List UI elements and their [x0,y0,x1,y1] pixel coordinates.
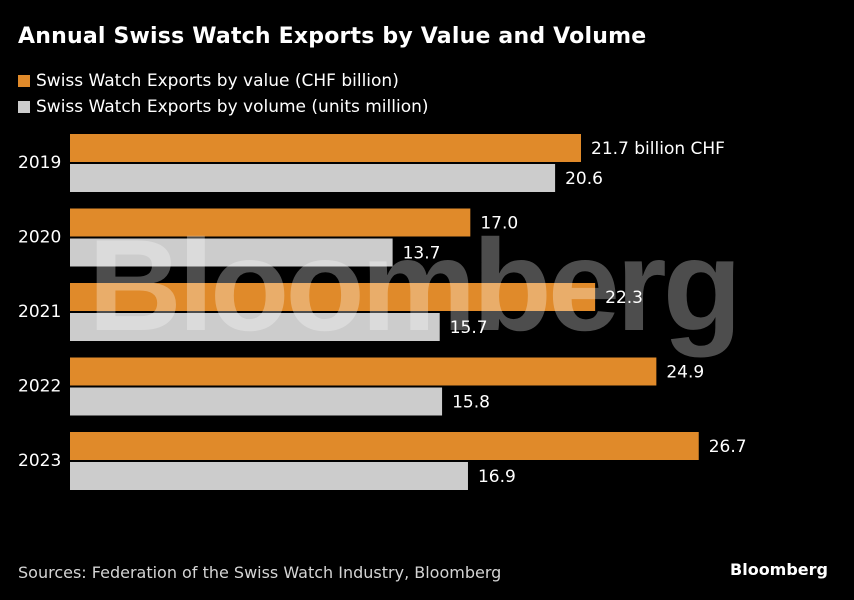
bar-value-2023 [70,432,699,460]
category-label-2022: 2022 [18,377,61,397]
data-label-volume-2022: 15.8 [452,393,490,413]
data-label-value-2021: 22.3 [605,288,643,308]
bar-volume-2019 [70,164,556,192]
category-label-2021: 2021 [18,302,61,322]
legend-item-volume: Swiss Watch Exports by volume (units mil… [18,94,429,120]
legend-label-volume: Swiss Watch Exports by volume (units mil… [36,97,429,117]
bar-volume-2023 [70,462,468,490]
category-label-2023: 2023 [18,451,61,471]
legend-swatch-value [18,75,30,87]
bar-volume-2022 [70,387,443,416]
legend-item-value: Swiss Watch Exports by value (CHF billio… [18,68,429,94]
category-label-2020: 2020 [18,228,61,248]
legend: Swiss Watch Exports by value (CHF billio… [18,68,429,120]
data-label-value-2023: 26.7 [709,437,747,457]
data-label-value-2020: 17.0 [480,214,518,234]
data-label-value-2022: 24.9 [666,363,704,383]
bar-value-2021 [70,283,596,311]
legend-label-value: Swiss Watch Exports by value (CHF billio… [36,71,399,91]
source-note: Sources: Federation of the Swiss Watch I… [18,563,502,582]
data-label-volume-2021: 15.7 [450,318,488,338]
data-label-volume-2020: 13.7 [403,244,441,264]
bar-value-2022 [70,357,657,386]
category-label-2019: 2019 [18,153,61,173]
bar-value-2020 [70,208,471,237]
data-label-value-2019: 21.7 billion CHF [591,139,725,159]
chart-title: Annual Swiss Watch Exports by Value and … [18,24,647,49]
data-label-volume-2019: 20.6 [565,169,603,189]
legend-swatch-volume [18,101,30,113]
bar-value-2019 [70,134,581,162]
brand-logo: Bloomberg [730,560,828,579]
bar-volume-2021 [70,313,440,341]
data-label-volume-2023: 16.9 [478,467,516,487]
bar-volume-2020 [70,238,393,267]
